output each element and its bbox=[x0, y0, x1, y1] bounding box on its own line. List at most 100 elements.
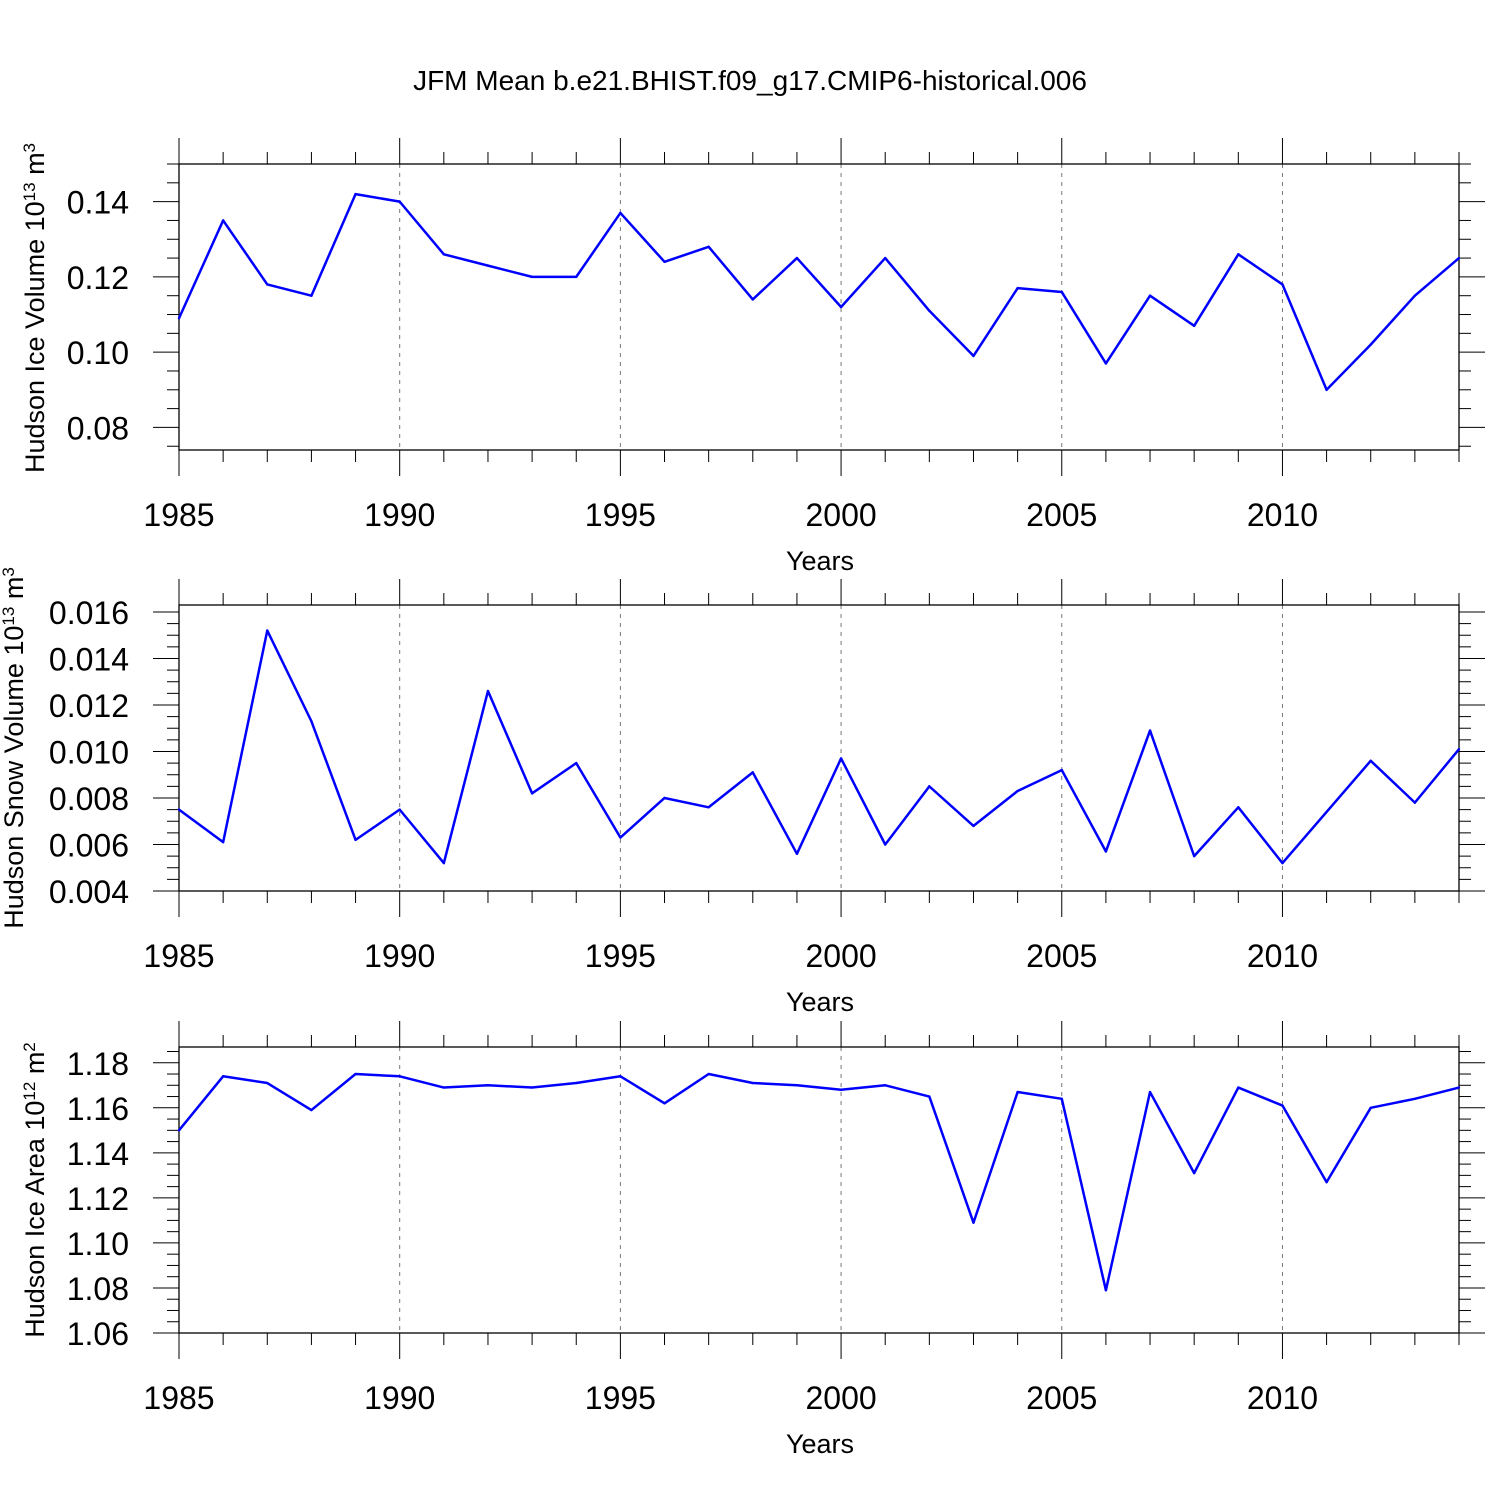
data-point bbox=[707, 245, 710, 248]
data-point bbox=[442, 253, 446, 256]
y-axis-label-superscript: 2 bbox=[20, 1042, 39, 1051]
x-tick-label: 1990 bbox=[364, 497, 435, 533]
plot-frame bbox=[178, 604, 1460, 892]
data-point bbox=[1104, 1289, 1108, 1292]
x-tick-label: 2000 bbox=[805, 1380, 876, 1416]
y-tick-label: 0.08 bbox=[67, 410, 129, 446]
data-point bbox=[1413, 294, 1417, 297]
data-point bbox=[1237, 1086, 1240, 1089]
data-point bbox=[398, 808, 401, 811]
data-point bbox=[663, 260, 666, 264]
panels: 0.08 0.10 0.12 0.14 1985 1990 1995 2000 2005 2010… bbox=[0, 138, 1485, 1459]
data-point bbox=[398, 1075, 401, 1078]
data-point bbox=[1281, 861, 1284, 865]
x-tick-label: 1990 bbox=[364, 938, 435, 974]
x-axis-label: Years bbox=[786, 546, 854, 576]
data-point bbox=[310, 1108, 313, 1112]
y-axis-label-superscript: 3 bbox=[20, 143, 39, 152]
data-point bbox=[884, 843, 887, 846]
y-tick-label: 1.16 bbox=[67, 1091, 129, 1127]
plot-frame bbox=[178, 1046, 1460, 1334]
y-tick-label: 0.004 bbox=[49, 874, 129, 910]
figure-title: JFM Mean b.e21.BHIST.f09_g17.CMIP6-histo… bbox=[413, 65, 1087, 96]
y-tick-label: 1.18 bbox=[67, 1046, 129, 1082]
data-point bbox=[928, 309, 931, 312]
data-point bbox=[486, 1084, 490, 1087]
y-axis-label: Hudson Ice Area 1012 m2 bbox=[20, 1042, 51, 1338]
y-axis-label-part: Hudson Snow Volume 10 bbox=[0, 626, 29, 929]
x-tick-label: 2010 bbox=[1247, 1380, 1318, 1416]
data-point bbox=[1148, 1090, 1152, 1094]
y-axis-label-part: m bbox=[0, 577, 29, 607]
data-point bbox=[1060, 768, 1063, 772]
data-point bbox=[486, 264, 490, 267]
data-point bbox=[310, 294, 313, 297]
x-tick-label: 1985 bbox=[143, 497, 214, 533]
data-point bbox=[530, 792, 534, 795]
data-point bbox=[1281, 1104, 1284, 1107]
data-point bbox=[884, 1084, 887, 1087]
data-point bbox=[266, 283, 269, 286]
data-point bbox=[663, 796, 666, 800]
data-point bbox=[221, 1075, 225, 1078]
data-point bbox=[177, 317, 181, 320]
data-point bbox=[839, 1088, 843, 1091]
data-point bbox=[1237, 806, 1240, 809]
data-point bbox=[1281, 283, 1284, 286]
y-tick-label: 1.10 bbox=[67, 1226, 129, 1262]
y-tick-label: 0.14 bbox=[67, 185, 129, 221]
data-point bbox=[1104, 362, 1108, 365]
y-tick-label: 1.06 bbox=[67, 1316, 129, 1352]
plot-frame bbox=[178, 163, 1460, 451]
x-axis-label: Years bbox=[786, 1429, 854, 1459]
x-axis-label: Years bbox=[786, 987, 854, 1017]
x-tick-label: 1995 bbox=[585, 938, 656, 974]
data-point bbox=[1060, 290, 1063, 294]
data-point bbox=[221, 840, 225, 844]
series-line bbox=[178, 1072, 1460, 1292]
y-tick-label: 1.12 bbox=[67, 1181, 129, 1217]
x-tick-label: 1995 bbox=[585, 497, 656, 533]
panel-1: 0.08 0.10 0.12 0.14 1985 1990 1995 2000 2005 2010… bbox=[20, 138, 1485, 576]
x-tick-label: 2005 bbox=[1026, 497, 1097, 533]
x-tick-label: 2000 bbox=[805, 497, 876, 533]
y-axis-label-part: m bbox=[20, 1052, 50, 1082]
data-point bbox=[1325, 810, 1328, 814]
data-point bbox=[442, 1086, 446, 1089]
panel-3: 1.06 1.08 1.10 1.12 1.14 1.16 1.18 1985 1990 1995… bbox=[20, 1021, 1485, 1459]
data-point bbox=[1457, 747, 1461, 751]
data-point bbox=[266, 629, 269, 632]
data-point bbox=[1369, 759, 1372, 762]
data-point bbox=[1369, 343, 1372, 346]
data-point bbox=[619, 836, 622, 839]
data-point bbox=[310, 720, 313, 723]
data-point bbox=[1016, 789, 1019, 793]
data-point bbox=[1192, 324, 1196, 328]
x-tick-label: 1995 bbox=[585, 1380, 656, 1416]
data-point bbox=[751, 298, 754, 301]
data-point bbox=[795, 1084, 799, 1087]
x-tick-label: 2005 bbox=[1026, 938, 1097, 974]
y-axis-label: Hudson Ice Volume 1013 m3 bbox=[20, 143, 51, 473]
data-point bbox=[354, 1072, 357, 1076]
x-tick-label: 2010 bbox=[1247, 497, 1318, 533]
data-point bbox=[1192, 1171, 1196, 1175]
data-point bbox=[530, 275, 534, 279]
data-point bbox=[1413, 801, 1417, 804]
data-point bbox=[1060, 1097, 1063, 1100]
y-tick-label: 1.14 bbox=[67, 1136, 129, 1172]
data-point bbox=[1413, 1097, 1417, 1100]
data-point bbox=[972, 1221, 975, 1224]
data-point bbox=[486, 689, 490, 693]
data-point bbox=[1148, 729, 1152, 732]
data-point bbox=[266, 1081, 269, 1085]
data-point bbox=[972, 354, 975, 358]
y-axis-label-superscript: 3 bbox=[0, 567, 18, 576]
y-tick-label: 0.10 bbox=[67, 335, 129, 371]
data-point bbox=[575, 275, 578, 279]
y-axis-label-part: Hudson Ice Volume 10 bbox=[20, 201, 50, 473]
data-point bbox=[839, 757, 843, 760]
data-point bbox=[177, 808, 181, 811]
y-tick-label: 0.010 bbox=[49, 734, 129, 770]
